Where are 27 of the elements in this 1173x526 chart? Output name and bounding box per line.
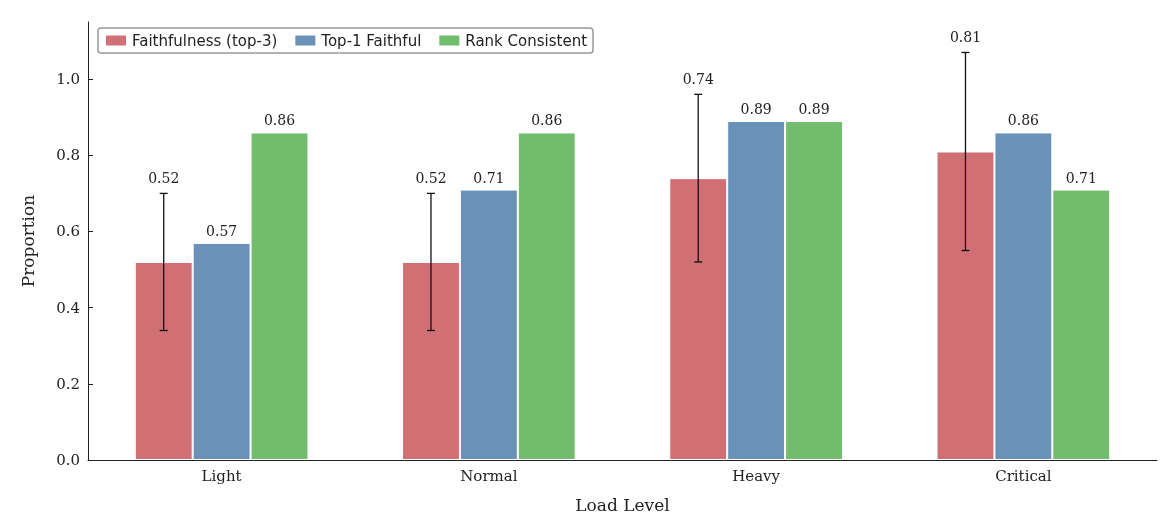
y-tick-label: 0.4 bbox=[56, 298, 80, 317]
data-label: 0.71 bbox=[1065, 169, 1097, 186]
x-tick-label: Normal bbox=[460, 466, 518, 485]
data-label: 0.86 bbox=[263, 112, 296, 129]
legend-label: Top-1 Faithful bbox=[320, 31, 422, 50]
y-tick-label: 0.8 bbox=[56, 146, 80, 165]
x-tick-label: Critical bbox=[995, 466, 1052, 485]
y-tick-label: 0.6 bbox=[56, 222, 80, 241]
annotation: 0.74 bbox=[682, 71, 714, 88]
x-axis-title: Load Level bbox=[575, 494, 670, 515]
x-tick-label: Heavy bbox=[732, 466, 781, 485]
annotation: 0.52 bbox=[148, 170, 180, 187]
y-axis-title: Proportion bbox=[17, 194, 38, 288]
data-label: 0.57 bbox=[206, 222, 238, 239]
x-tick-label: Light bbox=[201, 466, 242, 485]
data-label: 0.89 bbox=[740, 101, 772, 118]
data-label: 0.86 bbox=[531, 112, 563, 129]
y-tick-label: 0.2 bbox=[56, 374, 80, 393]
data-label: 0.89 bbox=[798, 101, 830, 118]
y-tick-label: 1.0 bbox=[56, 70, 80, 89]
legend-label: Rank Consistent bbox=[465, 31, 588, 50]
annotation: 0.81 bbox=[949, 29, 982, 46]
data-label: 0.71 bbox=[473, 169, 505, 186]
legend-label: Faithfulness (top-3) bbox=[132, 31, 278, 50]
y-tick-label: 0.0 bbox=[56, 451, 80, 469]
data-label: 0.86 bbox=[1007, 112, 1040, 129]
annotation: 0.52 bbox=[415, 170, 447, 187]
